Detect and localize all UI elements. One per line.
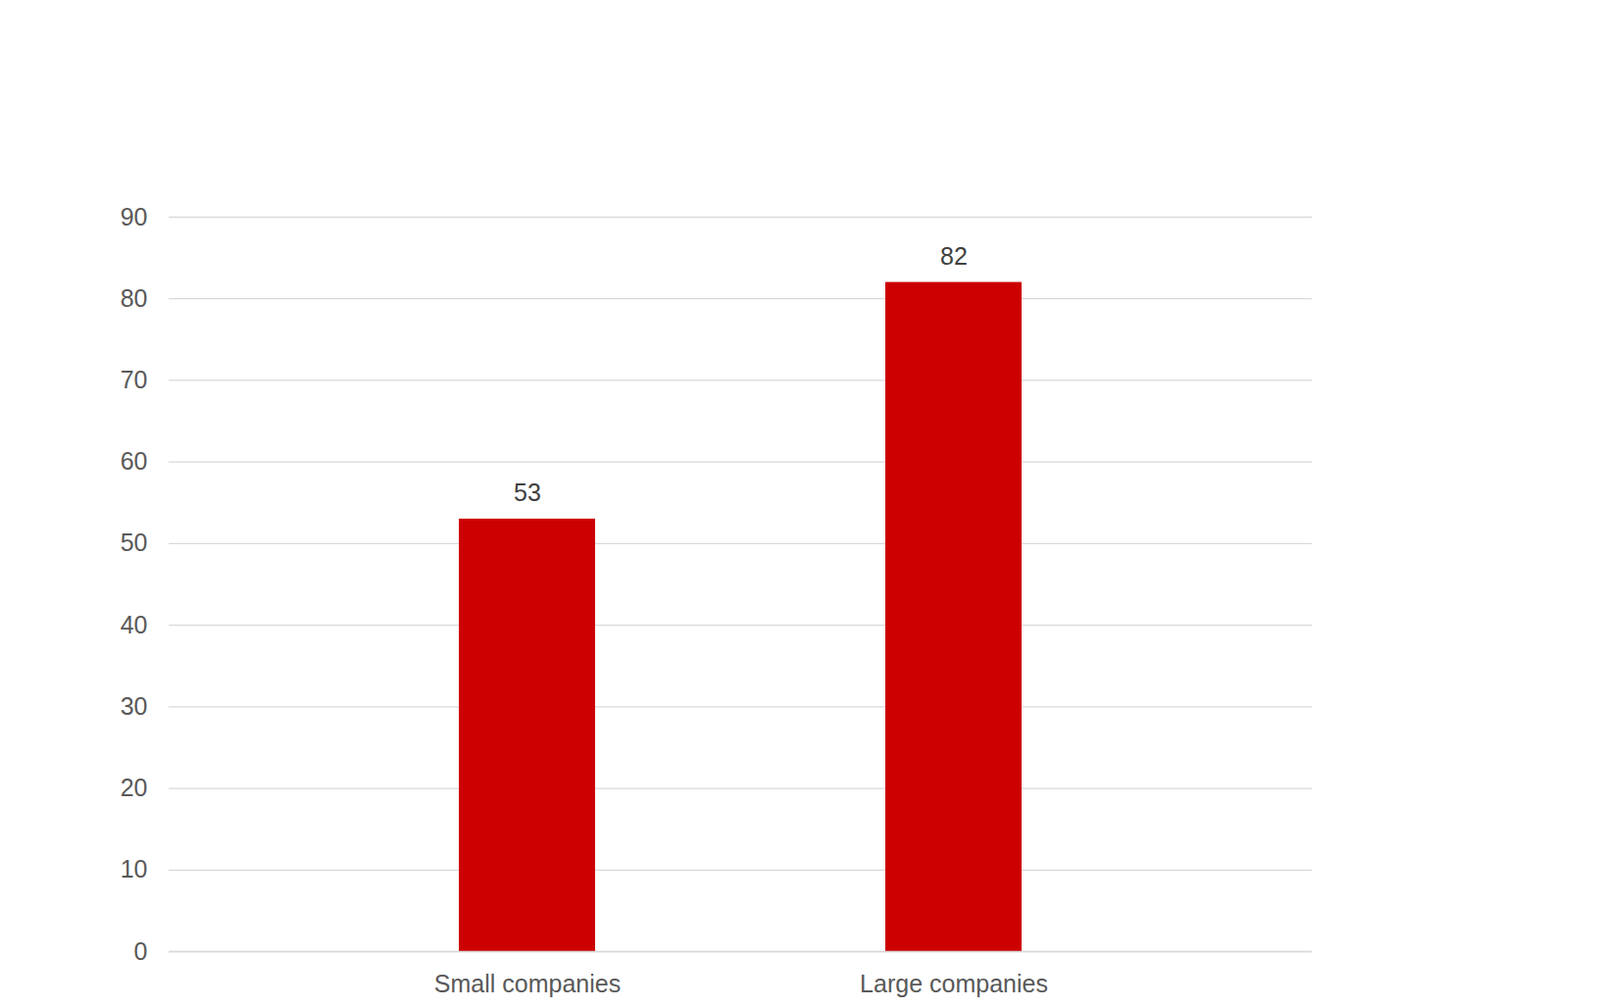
svg-text:40: 40	[120, 610, 149, 639]
svg-text:30: 30	[120, 692, 149, 720]
svg-text:80: 80	[120, 284, 149, 312]
svg-text:50: 50	[120, 528, 149, 556]
svg-text:20: 20	[120, 773, 149, 801]
svg-text:10: 10	[120, 854, 149, 883]
svg-text:90: 90	[120, 202, 149, 231]
svg-text:Small companies: Small companies	[434, 969, 621, 998]
svg-text:0: 0	[134, 937, 149, 965]
svg-text:53: 53	[513, 478, 542, 506]
svg-text:82: 82	[940, 242, 968, 270]
svg-text:Large companies: Large companies	[859, 969, 1049, 998]
svg-text:70: 70	[120, 365, 149, 394]
svg-text:60: 60	[120, 447, 149, 475]
